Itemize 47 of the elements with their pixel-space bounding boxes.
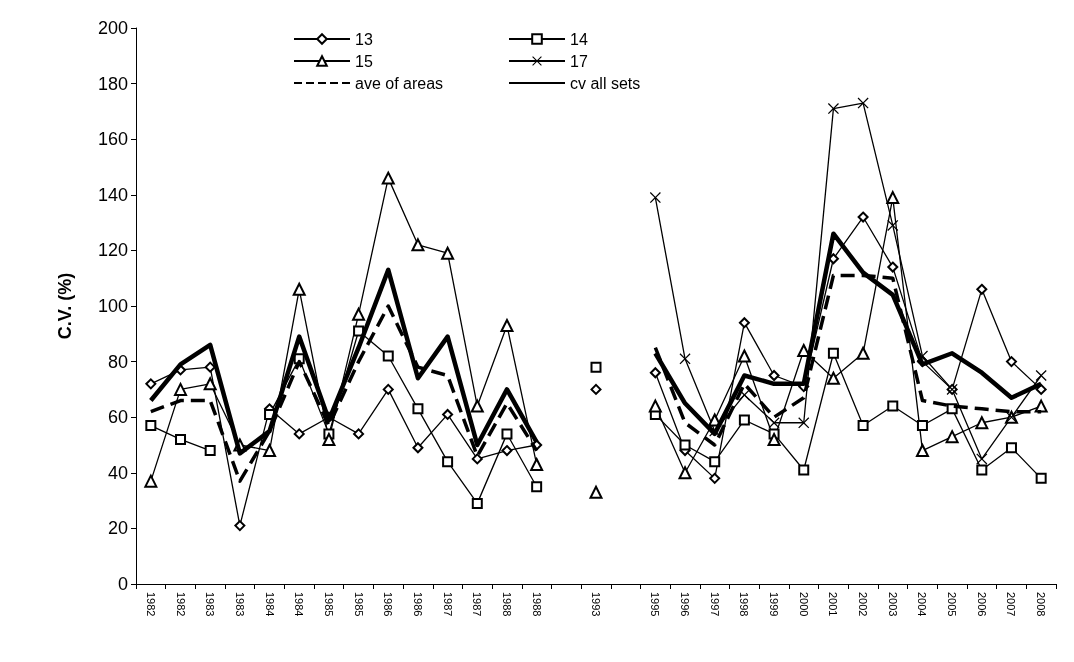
x-tick-label: 1983 — [233, 592, 246, 617]
y-tick-label: 140 — [97, 184, 128, 205]
y-tick-label: 60 — [107, 407, 128, 428]
x-tick-label: 2007 — [1005, 592, 1018, 617]
x-tick-label: 1996 — [679, 592, 692, 617]
y-tick-label: 20 — [107, 518, 128, 539]
x-tick-label: 1988 — [530, 592, 543, 617]
y-tick-label: 120 — [97, 240, 128, 261]
x-tick-label: 2004 — [916, 592, 929, 617]
y-tick-label: 180 — [97, 73, 128, 94]
x-tick-label: 1982 — [174, 592, 187, 617]
x-tick-label: 2006 — [975, 592, 988, 617]
y-tick-label: 0 — [117, 574, 128, 594]
x-tick-label: 1985 — [352, 592, 365, 617]
x-tick-label: 1988 — [500, 592, 513, 617]
x-tick-label: 2005 — [946, 592, 959, 617]
y-tick-label: 80 — [107, 351, 128, 372]
x-tick-label: 1982 — [144, 592, 157, 617]
legend-label: 13 — [355, 30, 373, 48]
legend-label: cv all sets — [570, 74, 641, 92]
x-tick-label: 1983 — [204, 592, 217, 617]
legend-label: 14 — [570, 30, 588, 48]
y-axis-title: C.V. (%) — [55, 272, 75, 340]
x-tick-label: 1985 — [322, 592, 335, 617]
x-tick-label: 1986 — [411, 592, 424, 617]
x-tick-label: 1984 — [293, 592, 306, 617]
x-tick-label: 1987 — [441, 592, 454, 617]
y-tick-label: 100 — [97, 296, 128, 316]
x-tick-label: 2000 — [797, 592, 810, 617]
x-tick-label: 1998 — [738, 592, 751, 617]
x-tick-label: 1987 — [471, 592, 484, 617]
y-tick-label: 200 — [97, 18, 128, 38]
legend-label: 17 — [570, 52, 588, 70]
x-tick-label: 2008 — [1035, 592, 1048, 617]
legend-label: 15 — [355, 52, 373, 70]
x-tick-label: 1999 — [768, 592, 781, 617]
x-tick-label: 2001 — [827, 592, 840, 617]
x-tick-label: 1984 — [263, 592, 276, 617]
x-tick-label: 2002 — [857, 592, 870, 617]
x-tick-label: 2003 — [886, 592, 899, 617]
legend-label: ave of areas — [355, 74, 444, 92]
y-tick-label: 40 — [107, 462, 128, 483]
x-tick-label: 1995 — [649, 592, 662, 617]
y-tick-label: 160 — [97, 129, 128, 150]
x-tick-label: 1997 — [708, 592, 721, 617]
x-tick-label: 1993 — [590, 592, 602, 617]
x-tick-label: 1986 — [382, 592, 395, 617]
